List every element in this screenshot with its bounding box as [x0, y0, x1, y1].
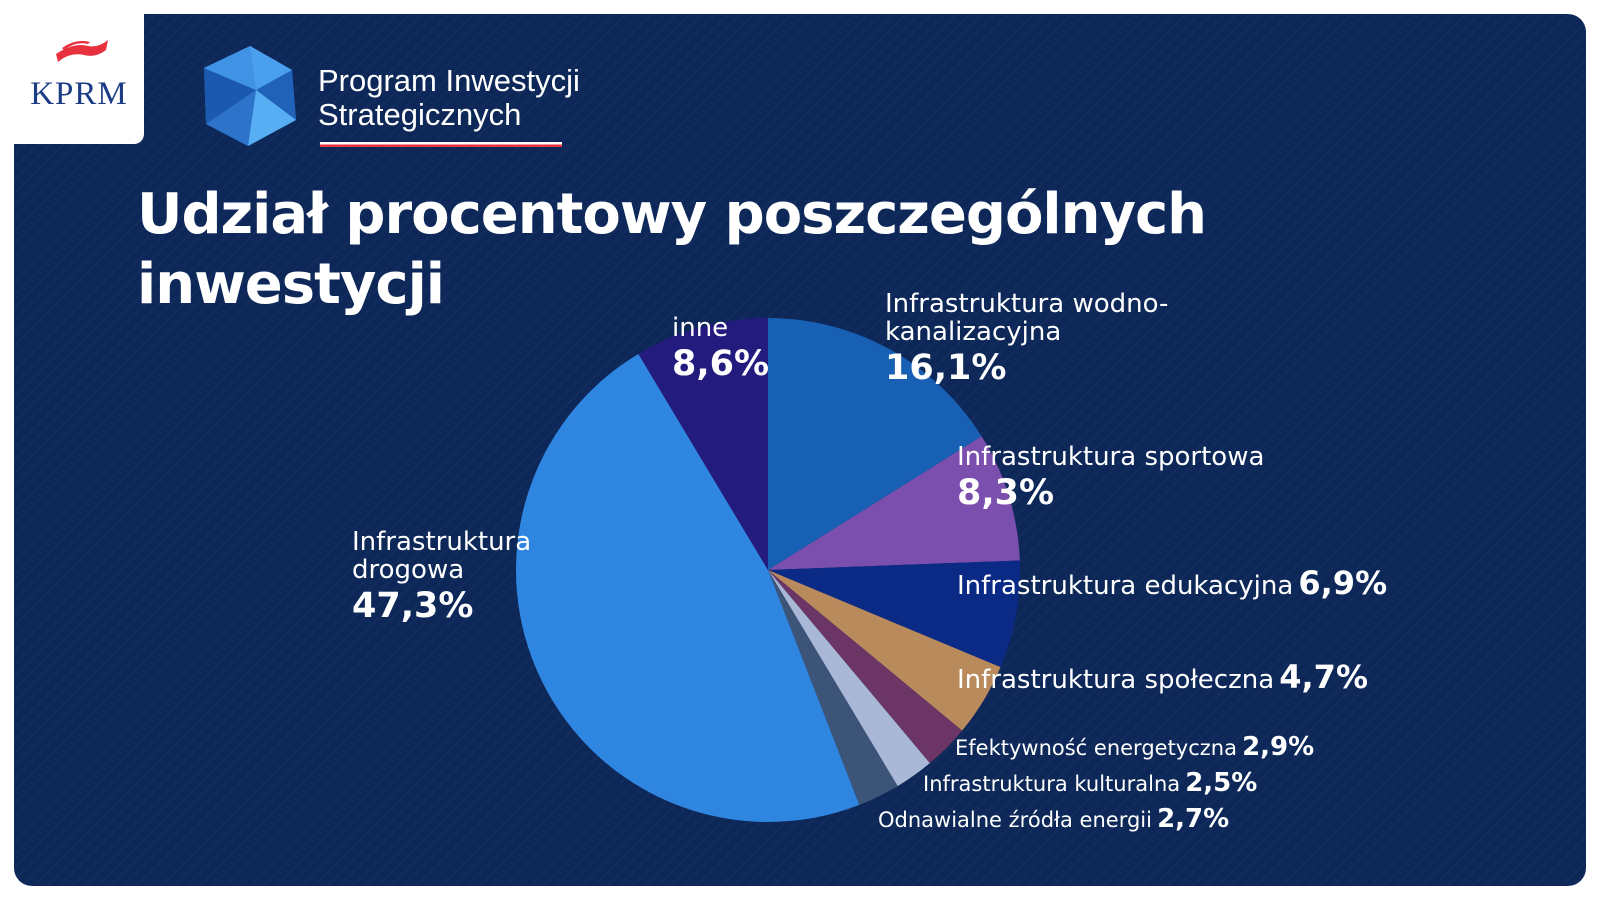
label-inne: inne 8,6%: [672, 314, 892, 386]
label-edukacyjna: Infrastruktura edukacyjna 6,9%: [957, 564, 1387, 602]
label-spoleczna-name: Infrastruktura społeczna: [957, 665, 1275, 695]
program-name-line1: Program Inwestycji: [318, 63, 580, 98]
page-title: Udział procentowy poszczególnych inwesty…: [137, 182, 1207, 317]
program-logo-icon: [204, 46, 296, 146]
label-odnawialne-name: Odnawialne źródła energii: [878, 808, 1152, 832]
pie-slice-5: [768, 570, 930, 787]
pie-slice-2: [768, 560, 1020, 668]
label-sportowa: Infrastruktura sportowa 8,3%: [957, 443, 1337, 515]
label-spoleczna-value: 4,7%: [1279, 658, 1368, 696]
label-inne-name: inne: [672, 313, 729, 343]
program-underline: [320, 142, 562, 147]
label-edukacyjna-value: 6,9%: [1298, 564, 1388, 602]
label-kulturalna-value: 2,5%: [1185, 768, 1258, 798]
label-kulturalna: Infrastruktura kulturalna 2,5%: [923, 768, 1257, 798]
label-spoleczna: Infrastruktura społeczna 4,7%: [957, 658, 1368, 696]
kprm-text: KPRM: [30, 76, 128, 112]
pie-slice-4: [768, 570, 963, 764]
label-wodno-value: 16,1%: [885, 348, 1007, 388]
kprm-logo: KPRM: [14, 14, 144, 144]
label-odnawialne-value: 2,7%: [1157, 804, 1230, 834]
label-kulturalna-name: Infrastruktura kulturalna: [923, 772, 1181, 796]
label-inne-value: 8,6%: [672, 344, 770, 384]
label-edukacyjna-name: Infrastruktura edukacyjna: [957, 571, 1294, 601]
pie-slice-0: [768, 318, 982, 570]
pie-slice-7: [515, 353, 860, 822]
pie-slice-6: [768, 570, 898, 805]
label-odnawialne: Odnawialne źródła energii 2,7%: [878, 804, 1229, 834]
label-sportowa-value: 8,3%: [957, 473, 1055, 513]
label-efektywnosc-value: 2,9%: [1242, 732, 1315, 762]
program-name-line2: Strategicznych: [318, 97, 522, 132]
label-wodno-name: Infrastruktura wodno-kanalizacyjna: [885, 289, 1169, 347]
pie-slice-1: [768, 436, 1020, 570]
program-name: Program Inwestycji Strategicznych: [318, 64, 580, 132]
flag-icon: [56, 40, 108, 62]
label-sportowa-name: Infrastruktura sportowa: [957, 442, 1265, 472]
label-drogowa: Infrastruktura drogowa 47,3%: [352, 528, 572, 628]
pie-slice-3: [768, 570, 1001, 731]
label-drogowa-name: Infrastruktura drogowa: [352, 527, 532, 585]
label-wodno: Infrastruktura wodno-kanalizacyjna 16,1%: [885, 290, 1225, 390]
label-efektywnosc: Efektywność energetyczna 2,9%: [955, 732, 1314, 762]
label-drogowa-value: 47,3%: [352, 586, 474, 626]
pie-slice-8: [638, 318, 768, 570]
label-efektywnosc-name: Efektywność energetyczna: [955, 736, 1237, 760]
